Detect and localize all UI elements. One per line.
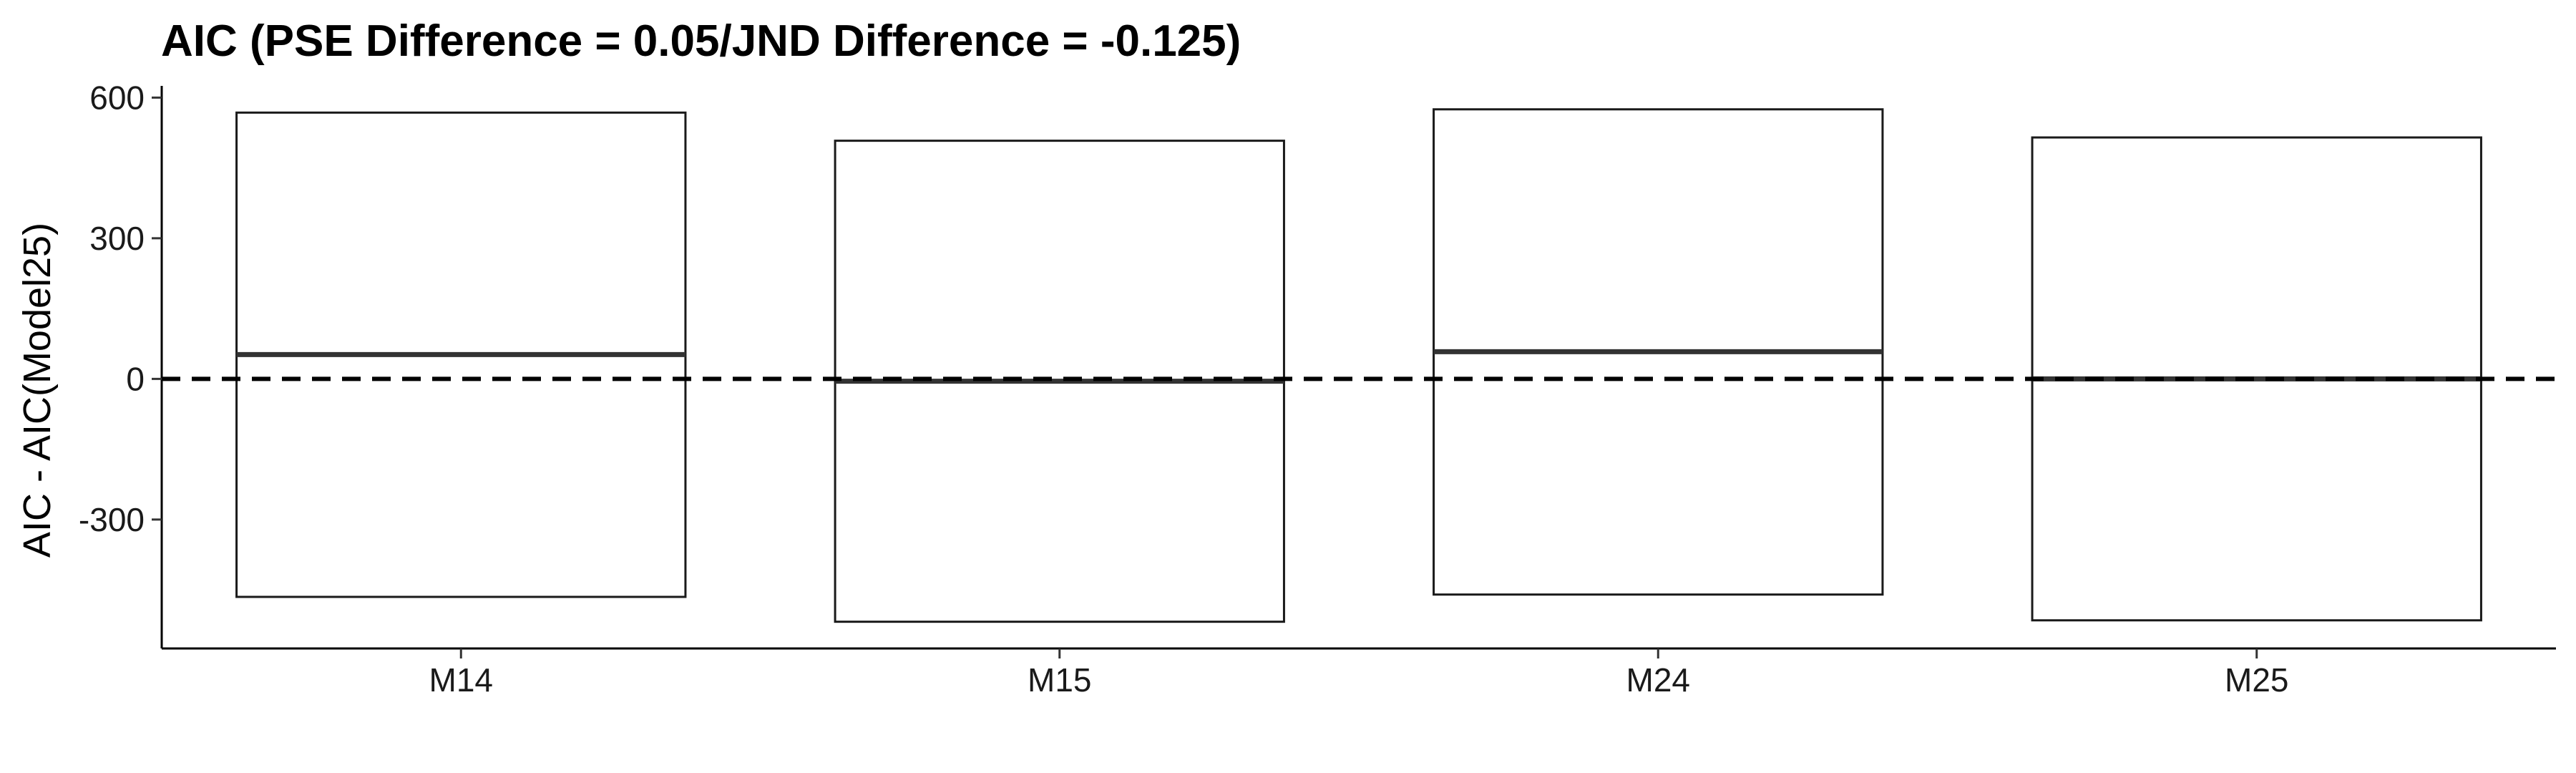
plot-area: 600 300 0 -300 M14 M15 M24 M25 [79,79,2556,699]
y-tick-label: 0 [126,360,145,397]
y-tick-label: 600 [89,79,145,116]
x-tick-label: M25 [2225,661,2288,699]
x-tick-label: M24 [1626,661,1690,699]
y-tick-label: 300 [89,220,145,257]
y-tick-label: -300 [79,501,145,538]
x-tick-label: M14 [429,661,493,699]
chart-title: AIC (PSE Difference = 0.05/JND Differenc… [161,16,1241,66]
y-axis-title: AIC - AIC(Model25) [16,223,59,558]
x-tick-label: M15 [1028,661,1091,699]
